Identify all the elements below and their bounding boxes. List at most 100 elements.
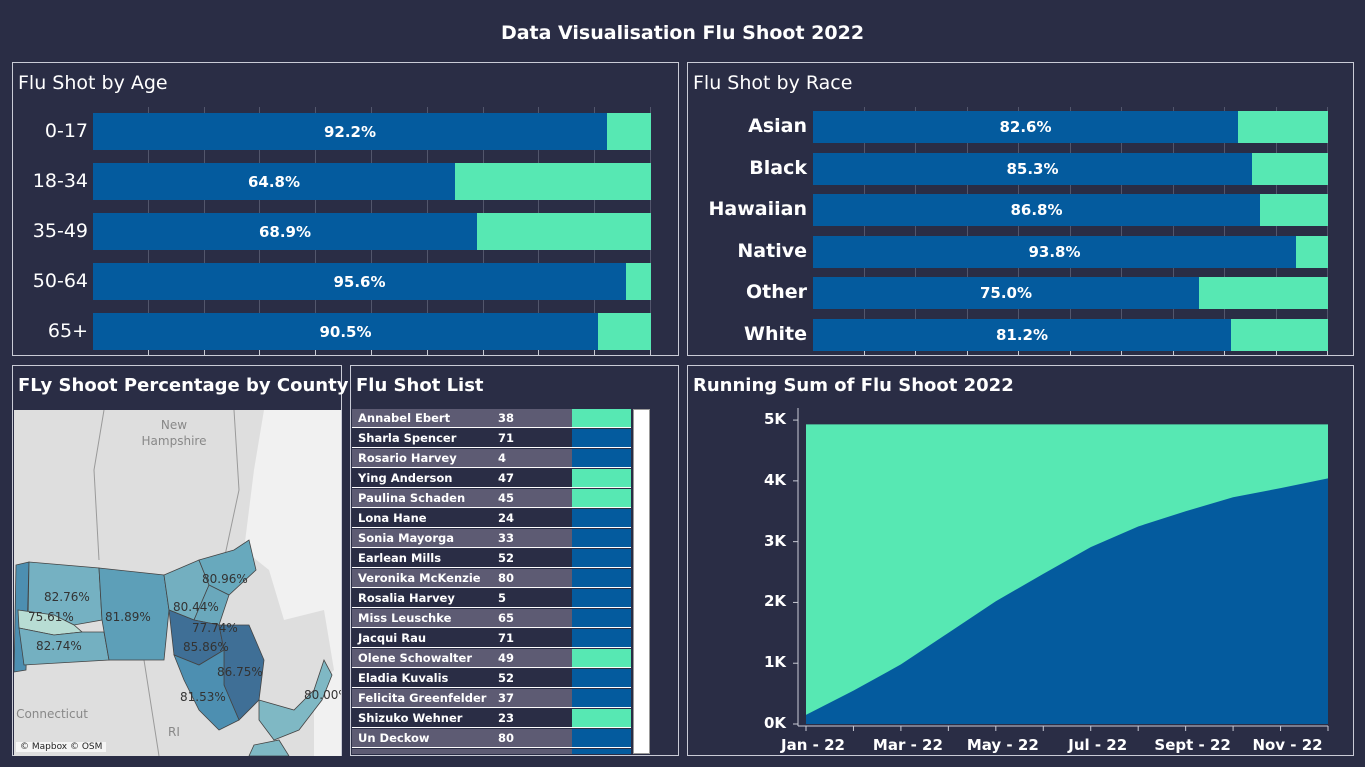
- area-series-running-sum[interactable]: [806, 478, 1328, 724]
- row-age: 4: [498, 451, 507, 465]
- running-sum-panel-title: Running Sum of Flu Shoot 2022: [693, 375, 1014, 396]
- row-age: 47: [498, 471, 515, 485]
- list-row[interactable]: Sonia Mayorga 33: [352, 529, 631, 548]
- bar-remaining-segment[interactable]: [1238, 111, 1328, 143]
- bar-native[interactable]: 93.8%: [813, 235, 1328, 268]
- county-value-label: 80.96%: [202, 572, 248, 586]
- row-age: 49: [498, 651, 515, 665]
- map-attribution[interactable]: © Mapbox © OSM: [16, 742, 107, 752]
- list-row[interactable]: Miss Leuschke 65: [352, 609, 631, 628]
- list-row[interactable]: Veronika McKenzie 80: [352, 569, 631, 588]
- list-row[interactable]: [352, 749, 631, 754]
- place-connecticut: Connecticut: [16, 707, 88, 721]
- bar-remaining-segment[interactable]: [1231, 319, 1328, 351]
- bar-vaccinated-segment[interactable]: [93, 263, 626, 300]
- bar-remaining-segment[interactable]: [626, 263, 651, 300]
- row-name: Olene Schowalter: [358, 651, 472, 665]
- row-name: Felicita Greenfelder: [358, 691, 487, 705]
- bar-remaining-segment[interactable]: [598, 313, 651, 350]
- row-name: Shizuko Wehner: [358, 711, 463, 725]
- bar-white[interactable]: 81.2%: [813, 319, 1328, 351]
- list-row[interactable]: Shizuko Wehner 23: [352, 709, 631, 728]
- bar-remaining-segment[interactable]: [455, 163, 651, 200]
- list-row[interactable]: Eladia Kuvalis 52: [352, 669, 631, 688]
- race-panel: Flu Shot by Race 82.6% 85.3% 86.8% 93.8% 75.…: [687, 62, 1354, 356]
- row-status-cell: [572, 709, 631, 727]
- flu-shot-list[interactable]: Annabel Ebert 38 Sharla Spencer 71 Rosario H…: [351, 409, 633, 754]
- category-label: Hawaiian: [708, 198, 807, 221]
- county-dukes: [248, 739, 290, 756]
- x-tick-label: Jan - 22: [781, 736, 845, 754]
- row-name: Jacqui Rau: [358, 631, 427, 645]
- row-status-cell: [572, 409, 631, 427]
- bar-vaccinated-segment[interactable]: [93, 113, 607, 150]
- bar-vaccinated-segment[interactable]: [93, 313, 598, 350]
- list-row[interactable]: Rosario Harvey 4: [352, 449, 631, 468]
- bar-hawaiian[interactable]: 86.8%: [813, 194, 1328, 227]
- county-map[interactable]: 82.76% 75.61% 82.74% 81.89% 80.44% 80.96% 77.7…: [14, 410, 341, 756]
- bar-value-label: 81.2%: [995, 326, 1049, 344]
- bar-remaining-segment[interactable]: [607, 113, 651, 150]
- row-name: Sonia Mayorga: [358, 531, 454, 545]
- bar-remaining-segment[interactable]: [1260, 194, 1328, 227]
- list-row[interactable]: Un Deckow 80: [352, 729, 631, 748]
- row-age: 23: [498, 711, 515, 725]
- bar-vaccinated-segment[interactable]: [813, 319, 1231, 351]
- bar-remaining-segment[interactable]: [1199, 277, 1328, 310]
- bar-vaccinated-segment[interactable]: [813, 277, 1199, 310]
- running-sum-panel: Running Sum of Flu Shoot 2022 0K 1K 2K 3K 4K…: [687, 365, 1354, 756]
- list-row[interactable]: Lona Hane 24: [352, 509, 631, 528]
- axis-tick: [148, 350, 149, 355]
- row-status-cell: [572, 689, 631, 707]
- bar-vaccinated-segment[interactable]: [93, 163, 455, 200]
- bar-other[interactable]: 75.0%: [813, 277, 1328, 310]
- bar-value-label: 64.8%: [247, 172, 301, 191]
- list-row[interactable]: Earlean Mills 52: [352, 549, 631, 568]
- bar-65-[interactable]: 90.5%: [93, 313, 651, 350]
- bar-18-34[interactable]: 64.8%: [93, 163, 651, 200]
- bar-vaccinated-segment[interactable]: [93, 213, 477, 250]
- bar-remaining-segment[interactable]: [477, 213, 651, 250]
- row-age: 38: [498, 411, 515, 425]
- x-tick-label: Nov - 22: [1252, 736, 1323, 754]
- bar-vaccinated-segment[interactable]: [813, 235, 1296, 268]
- row-status-cell: [572, 449, 631, 467]
- bar-value-label: 68.9%: [258, 222, 312, 241]
- place-new-hampshire: New Hampshire: [141, 418, 207, 448]
- age-panel-title: Flu Shot by Age: [18, 72, 168, 94]
- row-status-cell: [572, 649, 631, 667]
- age-chart: 92.2% 64.8% 68.9% 95.6% 90.5%: [93, 107, 651, 355]
- bar-remaining-segment[interactable]: [1296, 235, 1328, 268]
- bar-50-64[interactable]: 95.6%: [93, 263, 651, 300]
- list-row[interactable]: Olene Schowalter 49: [352, 649, 631, 668]
- county-barnstable: [258, 658, 333, 741]
- bar-black[interactable]: 85.3%: [813, 152, 1328, 185]
- list-row[interactable]: Jacqui Rau 71: [352, 629, 631, 648]
- list-scrollbar[interactable]: [633, 409, 650, 754]
- bar-asian[interactable]: 82.6%: [813, 111, 1328, 143]
- bar-0-17[interactable]: 92.2%: [93, 113, 651, 150]
- list-panel-title: Flu Shot List: [356, 375, 484, 396]
- county-value-label: 81.89%: [105, 610, 151, 624]
- category-label: Black: [749, 156, 807, 179]
- bar-vaccinated-segment[interactable]: [813, 111, 1238, 143]
- gridline: [1173, 107, 1174, 355]
- race-chart: 82.6% 85.3% 86.8% 93.8% 75.0% 81.2%: [813, 107, 1328, 355]
- list-row[interactable]: Annabel Ebert 38: [352, 409, 631, 428]
- list-row[interactable]: Paulina Schaden 45: [352, 489, 631, 508]
- list-row[interactable]: Ying Anderson 47: [352, 469, 631, 488]
- list-row[interactable]: Sharla Spencer 71: [352, 429, 631, 448]
- axis-tick: [967, 350, 968, 355]
- bar-remaining-segment[interactable]: [1252, 152, 1328, 185]
- county-value-label: 80.00%: [304, 688, 341, 702]
- bar-35-49[interactable]: 68.9%: [93, 213, 651, 250]
- category-label: Native: [737, 239, 807, 262]
- bar-vaccinated-segment[interactable]: [813, 194, 1260, 227]
- list-row[interactable]: Felicita Greenfelder 37: [352, 689, 631, 708]
- axis-tick: [650, 350, 651, 355]
- bar-vaccinated-segment[interactable]: [813, 152, 1252, 185]
- list-row[interactable]: Rosalia Harvey 5: [352, 589, 631, 608]
- axis-tick: [483, 350, 484, 355]
- row-age: 52: [498, 671, 515, 685]
- county-value-label: 82.74%: [36, 639, 82, 653]
